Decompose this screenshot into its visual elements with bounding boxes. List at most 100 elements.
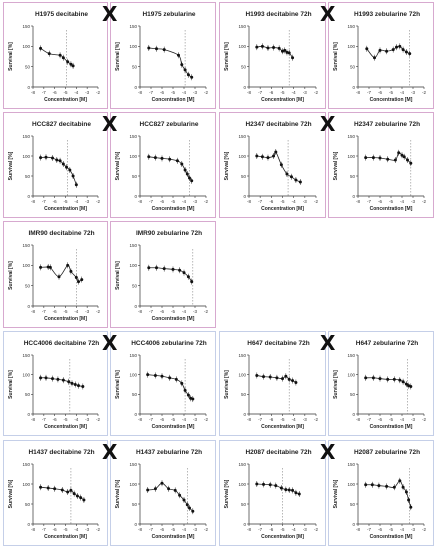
x-tick-label: -5 [171,417,175,422]
y-tick-label: 150 [347,134,355,139]
data-point [385,484,389,488]
y-axis-label: Survival [%] [8,151,14,180]
axes [32,26,98,88]
y-axis-label: Survival [%] [115,261,121,290]
y-tick-label: 50 [241,392,247,397]
x-tick-label: -2 [204,309,208,314]
data-point [274,484,278,488]
chart-panel: HCC4006 decitabine 72h 0 50 100 150 -8 -7 -6 -5 -… [3,331,108,436]
y-tick-label: 50 [132,392,138,397]
x-tick-label: -7 [367,199,371,204]
y-tick-label: 100 [347,44,355,49]
data-point [66,263,70,267]
fit-curve [147,374,193,400]
x-tick-label: -8 [31,527,35,532]
x-tick-label: -3 [85,90,89,95]
data-point [262,375,266,379]
data-point [283,48,287,52]
data-point [287,377,291,381]
x-tick-label: -6 [53,90,57,95]
panel-border [110,331,216,436]
y-tick-label: 150 [22,243,30,248]
x-tick-label: -3 [303,90,307,95]
data-point [168,376,172,380]
x-tick-label: -6 [53,199,57,204]
data-point [180,381,184,385]
x-tick-label: -8 [138,90,142,95]
data-point [188,506,191,510]
x-tick-label: -7 [42,309,46,314]
y-tick-label: 0 [352,412,355,417]
x-axis-label: Concentration [M] [152,534,195,540]
data-point [39,376,43,380]
axes [357,464,424,525]
data-point [255,373,259,377]
data-point [58,159,62,163]
data-point [385,49,389,53]
y-tick-label: 50 [25,174,31,179]
x-axis-label: Concentration [M] [44,206,87,212]
panel-border [110,440,216,546]
y-tick-label: 100 [22,482,30,487]
y-tick-label: 150 [347,462,355,467]
y-tick-label: 50 [132,174,138,179]
x-tick-label: -7 [149,527,153,532]
data-point [190,179,194,183]
x-tick-label: -3 [193,309,197,314]
data-point [260,155,264,159]
data-point [178,493,182,497]
fit-curve [40,377,83,387]
panel-border [219,331,326,436]
axes [357,355,424,415]
data-point [406,158,409,162]
chart-panel: H2347 decitabine 72h 0 50 100 150 -8 -7 -6 -5 -4 -… [219,112,326,218]
x-tick-label: -5 [63,90,67,95]
data-point [162,48,166,52]
panel-border [110,2,216,109]
x-tick-label: -2 [422,527,426,532]
x-tick-label: -5 [280,90,284,95]
y-tick-label: 0 [27,522,30,527]
data-point [66,490,70,494]
axes [139,26,206,88]
chart-panel: H1975 zebularine 0 50 100 150 -8 -7 -6 -5 -4 -3 -2 C… [110,2,216,109]
data-point [377,484,381,488]
axes [248,136,316,197]
data-point [262,482,266,486]
y-tick-label: 100 [22,263,30,268]
y-tick-label: 150 [347,353,355,358]
x-tick-label: -2 [422,90,426,95]
x-axis-label: Concentration [M] [152,424,195,430]
x-tick-label: -3 [85,199,89,204]
data-point [173,488,177,492]
chart-title: IMR90 decitabine 72h [28,230,94,237]
y-tick-label: 150 [129,462,137,467]
chart-panel: H2087 decitabine 72h 0 50 100 150 -8 -7 -6 -5 -4 -… [219,440,326,546]
cross-mark: X [102,112,118,136]
chart-panel: H1975 decitabine 0 50 100 150 -8 -7 -6 -5 -4 -3 -2 C… [3,2,108,109]
x-tick-label: -5 [63,199,67,204]
x-tick-label: -3 [85,527,89,532]
data-point [55,158,59,162]
x-tick-label: -6 [378,199,382,204]
x-tick-label: -4 [74,199,78,204]
y-tick-label: 0 [352,522,355,527]
chart-svg: IMR90 zebularine 72h 0 50 100 150 -8 -7 -6 -5 -4 -… [110,221,216,328]
y-tick-label: 0 [134,304,137,309]
x-axis-label: Concentration [M] [44,97,87,103]
data-point [70,381,74,385]
data-point [289,175,293,179]
y-axis-label: Survival [%] [333,42,339,71]
data-point [182,271,186,275]
fit-curve [256,483,300,495]
panel-border [3,221,108,328]
chart-svg: H1993 decitabine 72h 0 50 100 150 -8 -7 -6 -5 -4 -… [219,2,326,109]
data-point [44,376,48,380]
data-point [73,383,77,386]
chart-panel: H1437 decitabine 72h 0 50 100 150 -8 -7 -6 -5 -4 -… [3,440,108,546]
data-point [168,157,172,161]
data-point [155,266,158,270]
x-tick-label: -8 [356,90,360,95]
y-tick-label: 100 [129,263,137,268]
data-point [44,155,48,159]
